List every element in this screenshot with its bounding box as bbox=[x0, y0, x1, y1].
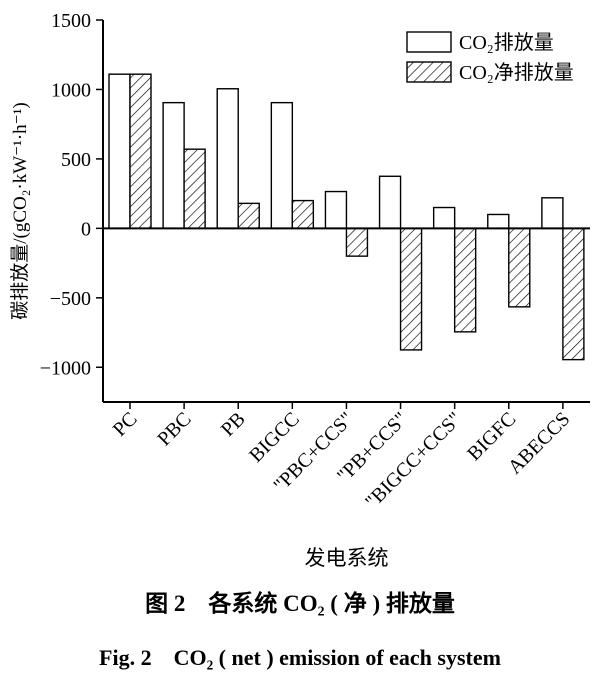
x-tick-label: PC bbox=[109, 408, 142, 441]
bar-co2-emission bbox=[217, 89, 238, 229]
bar-co2-net-emission bbox=[455, 228, 476, 331]
bar-co2-emission bbox=[542, 198, 563, 229]
y-tick-label: 0 bbox=[81, 218, 91, 240]
y-tick-label: 500 bbox=[61, 149, 91, 171]
legend: CO₂排放量 CO₂净排放量 bbox=[407, 31, 574, 84]
y-tick-label: 1500 bbox=[51, 10, 91, 32]
x-tick-label: PBC bbox=[153, 408, 195, 450]
x-axis-title: 发电系统 bbox=[305, 546, 389, 570]
figure-caption-chinese: 图 2 各系统 CO₂ ( 净 ) 排放量 bbox=[0, 584, 600, 618]
bar-co2-emission bbox=[434, 208, 455, 229]
bar-co2-emission bbox=[109, 74, 130, 228]
x-tick-label: "BIGCC+CCS" bbox=[361, 408, 466, 513]
bar-co2-net-emission bbox=[238, 203, 259, 228]
bar-co2-net-emission bbox=[292, 201, 313, 229]
bar-co2-net-emission bbox=[130, 74, 151, 228]
figure-caption-english: Fig. 2 CO₂ ( net ) emission of each syst… bbox=[0, 640, 600, 672]
bar-co2-net-emission bbox=[401, 228, 422, 350]
legend-label: CO₂净排放量 bbox=[459, 61, 574, 84]
legend-label: CO₂排放量 bbox=[459, 31, 554, 54]
bar-co2-net-emission bbox=[184, 149, 205, 228]
bars bbox=[109, 74, 584, 359]
x-tick-label: PB bbox=[217, 408, 250, 441]
y-tick-label: −500 bbox=[50, 288, 91, 310]
y-axis-title: 碳排放量/(gCO₂·kW⁻¹·h⁻¹) bbox=[9, 102, 31, 320]
bar-co2-emission bbox=[163, 103, 184, 229]
bar-co2-emission bbox=[271, 103, 292, 229]
bar-co2-net-emission bbox=[563, 228, 584, 359]
bar-co2-net-emission bbox=[509, 228, 530, 306]
bar-co2-emission bbox=[380, 176, 401, 228]
legend-swatch-co2-net-emission bbox=[407, 62, 451, 82]
y-axis: 1500 1000 500 0 −500 −1000 bbox=[40, 10, 103, 402]
legend-swatch-co2-emission bbox=[407, 32, 451, 52]
y-tick-label: 1000 bbox=[51, 79, 91, 101]
y-tick-label: −1000 bbox=[40, 357, 91, 379]
bar-co2-emission bbox=[325, 192, 346, 229]
bar-co2-net-emission bbox=[346, 228, 367, 256]
bar-co2-emission bbox=[488, 214, 509, 228]
